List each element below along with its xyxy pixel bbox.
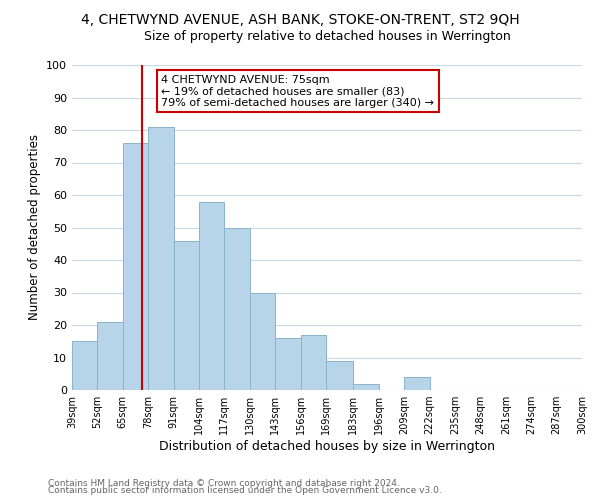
Title: Size of property relative to detached houses in Werrington: Size of property relative to detached ho… (143, 30, 511, 43)
Bar (404, 377, 430, 390)
Bar (173, 240, 199, 390)
Bar (275, 338, 301, 390)
Text: 4 CHETWYND AVENUE: 75sqm
← 19% of detached houses are smaller (83)
79% of semi-d: 4 CHETWYND AVENUE: 75sqm ← 19% of detach… (161, 74, 434, 108)
X-axis label: Distribution of detached houses by size in Werrington: Distribution of detached houses by size … (159, 440, 495, 453)
Bar (199, 202, 224, 390)
Text: 4, CHETWYND AVENUE, ASH BANK, STOKE-ON-TRENT, ST2 9QH: 4, CHETWYND AVENUE, ASH BANK, STOKE-ON-T… (80, 12, 520, 26)
Bar (148, 126, 173, 390)
Y-axis label: Number of detached properties: Number of detached properties (28, 134, 41, 320)
Bar (326, 361, 353, 390)
Bar (97, 322, 123, 390)
Text: Contains public sector information licensed under the Open Government Licence v3: Contains public sector information licen… (48, 486, 442, 495)
Bar (72, 341, 97, 390)
Bar (123, 143, 148, 390)
Bar (250, 292, 275, 390)
Bar (301, 335, 326, 390)
Bar (224, 228, 250, 390)
Bar (353, 384, 379, 390)
Text: Contains HM Land Registry data © Crown copyright and database right 2024.: Contains HM Land Registry data © Crown c… (48, 478, 400, 488)
